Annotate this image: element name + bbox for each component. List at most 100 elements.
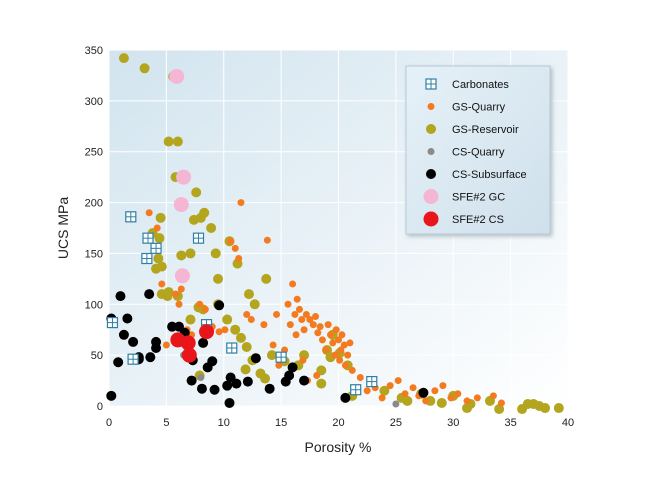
- cs-subsurface-point: [113, 357, 124, 368]
- gs-quarry-point: [284, 300, 292, 308]
- gs-reservoir-point: [162, 291, 173, 302]
- gs-reservoir-point: [402, 395, 413, 406]
- sfe-2-gc-point: [169, 68, 185, 84]
- gs-quarry-point: [231, 244, 239, 252]
- legend-label-gs-quarry: GS-Quarry: [452, 102, 506, 114]
- gs-quarry-point: [318, 336, 326, 344]
- sfe-2-gc-point: [176, 169, 192, 185]
- gs-quarry-point: [269, 341, 277, 349]
- gs-reservoir-point: [185, 314, 196, 325]
- gs-quarry-point: [312, 312, 320, 320]
- gs-reservoir-point: [240, 364, 251, 375]
- carbonates-point: [141, 252, 153, 265]
- gs-reservoir-point: [213, 273, 224, 284]
- x-tick-label: 25: [390, 417, 402, 429]
- cs-subsurface-point: [214, 300, 225, 311]
- gs-reservoir-point: [154, 233, 165, 244]
- x-tick-label: 35: [505, 417, 517, 429]
- gs-quarry-point: [454, 390, 462, 398]
- cs-subsurface-point: [198, 337, 209, 348]
- legend-marker-cs-subsurface: [426, 169, 436, 179]
- gs-quarry-point: [314, 329, 322, 337]
- sfe-2-gc-point: [174, 268, 190, 284]
- cs-subsurface-point: [222, 380, 233, 391]
- gs-quarry-point: [331, 351, 339, 359]
- gs-quarry-point: [289, 280, 297, 288]
- gs-reservoir-point: [379, 385, 390, 396]
- gs-quarry-point: [332, 326, 340, 334]
- gs-quarry-point: [489, 392, 497, 400]
- legend-label-sfe-2-gc: SFE#2 GC: [452, 192, 505, 204]
- gs-reservoir-point: [163, 136, 174, 147]
- cs-subsurface-point: [144, 289, 155, 300]
- gs-quarry-point: [409, 384, 417, 392]
- gs-quarry-point: [260, 321, 268, 329]
- y-axis-label: UCS MPa: [55, 197, 71, 259]
- gs-quarry-point: [348, 366, 356, 374]
- gs-reservoir-point: [185, 248, 196, 259]
- carbonates-point: [127, 353, 139, 365]
- x-axis-label: Porosity %: [305, 439, 372, 455]
- gs-quarry-point: [237, 199, 245, 207]
- gs-reservoir-point: [155, 212, 166, 223]
- sfe-2-cs-point: [181, 347, 197, 363]
- legend-item-cs-subsurface: CS-Subsurface: [426, 169, 527, 181]
- cs-subsurface-point: [264, 383, 275, 394]
- carbonates-point: [150, 242, 162, 254]
- gs-quarry-point: [243, 310, 251, 318]
- gs-quarry-point: [313, 371, 321, 379]
- gs-quarry-point: [275, 361, 283, 369]
- y-tick-label: 300: [85, 96, 103, 108]
- legend-label-sfe-2-cs: SFE#2 CS: [452, 214, 504, 226]
- gs-quarry-point: [292, 331, 300, 339]
- x-axis-ticks: 0 5 10 15 20 25 30 35 40: [106, 417, 574, 429]
- legend-marker-sfe-2-gc: [423, 189, 439, 204]
- cs-subsurface-point: [115, 291, 126, 302]
- carbonates-point: [125, 211, 137, 223]
- cs-subsurface-point: [340, 392, 351, 403]
- gs-quarry-point: [439, 382, 447, 390]
- gs-reservoir-point: [316, 378, 327, 389]
- gs-reservoir-point: [210, 248, 221, 259]
- gs-quarry-point: [247, 316, 255, 324]
- gs-quarry-point: [363, 387, 371, 395]
- gs-quarry-point: [298, 316, 306, 324]
- gs-reservoir-point: [235, 332, 246, 343]
- gs-reservoir-point: [156, 261, 167, 272]
- gs-quarry-point: [463, 397, 471, 405]
- cs-subsurface-point: [118, 329, 129, 340]
- gs-quarry-point: [337, 346, 345, 354]
- gs-quarry-point: [401, 390, 409, 398]
- gs-quarry-point: [215, 328, 223, 336]
- gs-quarry-point: [447, 394, 455, 402]
- cs-subsurface-point: [151, 343, 162, 354]
- cs-subsurface-point: [224, 397, 235, 408]
- gs-reservoir-point: [241, 342, 252, 353]
- gs-quarry-point: [356, 374, 364, 382]
- gs-reservoir-point: [206, 223, 217, 233]
- cs-subsurface-point: [186, 375, 197, 386]
- cs-subsurface-point: [167, 321, 178, 332]
- x-tick-label: 20: [332, 417, 344, 429]
- gs-quarry-point: [316, 323, 324, 331]
- gs-reservoir-point: [139, 63, 150, 74]
- data-points: [106, 53, 564, 415]
- gs-quarry-point: [378, 394, 386, 402]
- gs-quarry-point: [172, 290, 180, 298]
- gs-reservoir-point: [266, 350, 277, 361]
- cs-subsurface-point: [418, 387, 429, 398]
- gs-reservoir-point: [118, 53, 129, 64]
- x-tick-label: 10: [218, 417, 230, 429]
- gs-reservoir-point: [243, 289, 254, 300]
- cs-quarry-point: [392, 400, 400, 408]
- legend: Carbonates GS-Quarry GS-Reservoir CS-Quarry…: [405, 65, 551, 235]
- cs-subsurface-point: [287, 362, 298, 373]
- gs-reservoir-point: [249, 299, 260, 310]
- gs-quarry-point: [336, 356, 344, 364]
- gs-quarry-point: [293, 295, 301, 303]
- legend-marker-gs-quarry: [427, 103, 435, 110]
- gs-quarry-point: [221, 326, 229, 334]
- gs-reservoir-point: [153, 253, 164, 264]
- gs-quarry-point: [306, 316, 314, 324]
- legend-item-sfe-2-gc: SFE#2 GC: [423, 189, 505, 204]
